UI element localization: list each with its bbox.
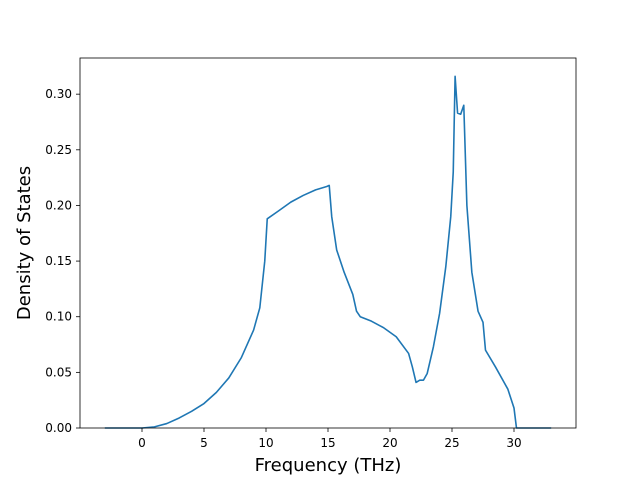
y-tick-label: 0.20 (45, 198, 72, 212)
x-axis-ticks: 0 5 10 15 20 25 30 (138, 428, 522, 450)
y-axis-label: Density of States (14, 166, 35, 320)
x-tick-label: 25 (444, 436, 459, 450)
x-tick-label: 30 (506, 436, 521, 450)
x-tick-label: 15 (320, 436, 335, 450)
y-tick-label: 0.25 (45, 143, 72, 157)
dos-series-line-0 (104, 75, 552, 429)
y-tick-label: 0.15 (45, 254, 72, 268)
plot-area (104, 75, 552, 429)
axes-frame (79, 57, 577, 429)
y-tick-label: 0.30 (45, 87, 72, 101)
x-tick-label: 0 (138, 436, 146, 450)
y-axis-ticks: 0.00 0.05 0.10 0.15 0.20 0.25 0.30 (45, 87, 80, 435)
y-tick-label: 0.00 (45, 421, 72, 435)
y-tick-label: 0.10 (45, 310, 72, 324)
y-tick-label: 0.05 (45, 365, 72, 379)
x-tick-label: 10 (258, 436, 273, 450)
x-tick-label: 5 (200, 436, 208, 450)
x-axis-label: Frequency (THz) (255, 455, 402, 476)
x-tick-label: 20 (382, 436, 397, 450)
